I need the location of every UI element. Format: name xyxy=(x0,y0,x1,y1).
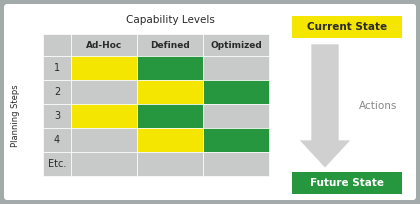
Bar xyxy=(137,152,203,176)
Bar xyxy=(43,128,71,152)
Bar xyxy=(137,80,203,104)
Bar xyxy=(71,128,137,152)
Bar xyxy=(203,56,269,80)
Bar xyxy=(71,104,137,128)
Bar xyxy=(203,80,269,104)
Text: Optimized: Optimized xyxy=(210,41,262,50)
Text: Planning Steps: Planning Steps xyxy=(11,85,21,147)
Bar xyxy=(71,152,137,176)
Bar xyxy=(137,34,203,56)
Text: Defined: Defined xyxy=(150,41,190,50)
Text: Future State: Future State xyxy=(310,178,384,188)
Bar xyxy=(203,34,269,56)
Bar xyxy=(43,152,71,176)
Text: Actions: Actions xyxy=(359,101,397,111)
Bar xyxy=(203,152,269,176)
Bar xyxy=(43,80,71,104)
Text: 1: 1 xyxy=(54,63,60,73)
Bar xyxy=(43,56,71,80)
Text: Current State: Current State xyxy=(307,22,387,32)
Bar xyxy=(292,172,402,194)
Bar xyxy=(137,104,203,128)
Bar xyxy=(203,104,269,128)
Text: Etc.: Etc. xyxy=(48,159,66,169)
Bar xyxy=(137,56,203,80)
Bar xyxy=(137,128,203,152)
Text: 4: 4 xyxy=(54,135,60,145)
Bar xyxy=(43,34,71,56)
Bar xyxy=(71,56,137,80)
Polygon shape xyxy=(299,44,351,168)
FancyBboxPatch shape xyxy=(4,4,416,200)
Bar xyxy=(292,16,402,38)
Text: 2: 2 xyxy=(54,87,60,97)
Text: 3: 3 xyxy=(54,111,60,121)
Bar xyxy=(43,104,71,128)
Text: Ad-Hoc: Ad-Hoc xyxy=(86,41,122,50)
Bar xyxy=(71,80,137,104)
Bar xyxy=(203,128,269,152)
Text: Capability Levels: Capability Levels xyxy=(126,15,215,25)
Bar xyxy=(71,34,137,56)
